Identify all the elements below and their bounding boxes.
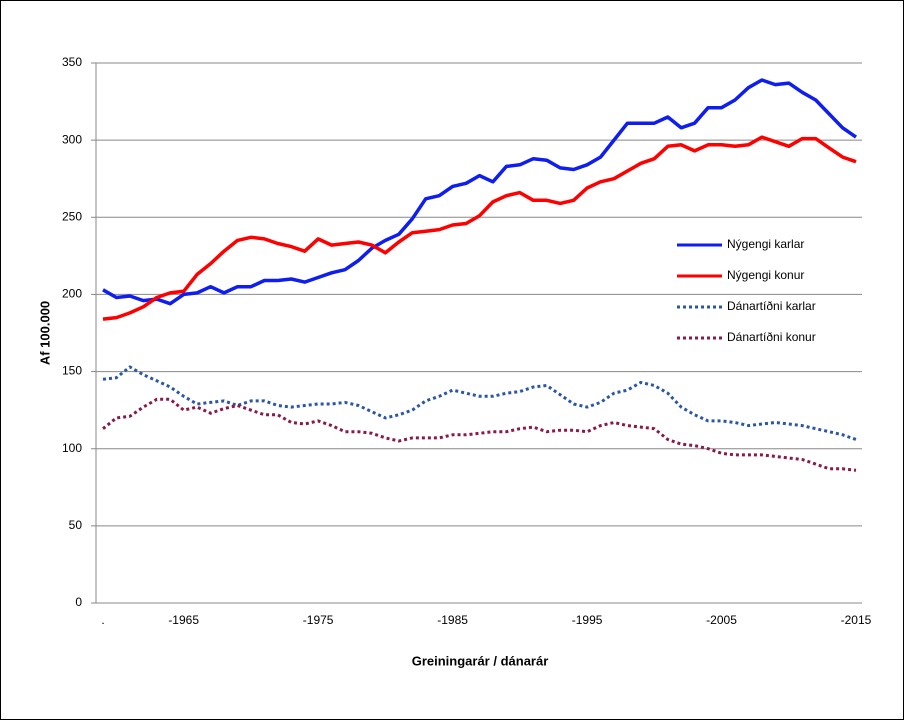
y-tick-label: 300	[62, 132, 82, 146]
x-tick-label: -2005	[706, 613, 737, 627]
series-line	[102, 135, 857, 321]
series-line	[102, 397, 857, 472]
y-tick-label: 250	[62, 209, 82, 223]
x-tick-label: -1995	[572, 613, 603, 627]
x-tick-label: -1985	[437, 613, 468, 627]
series-line	[102, 78, 857, 306]
x-tick-label: -1965	[168, 613, 199, 627]
y-tick-label: 350	[62, 55, 82, 69]
series-line	[102, 365, 857, 441]
y-tick-label: 100	[62, 441, 82, 455]
legend-label: Nýgengi konur	[727, 268, 804, 282]
legend-label: Nýgengi karlar	[727, 237, 804, 251]
y-axis-label: Af 100.000	[37, 301, 52, 365]
y-tick-label: 200	[62, 287, 82, 301]
y-tick-label: 50	[69, 518, 83, 532]
legend-label: Dánartíðni konur	[727, 330, 816, 344]
x-axis-label: Greiningarár / dánarár	[412, 653, 549, 668]
x-tick-label: .	[101, 613, 104, 627]
x-tick-label: -1975	[303, 613, 334, 627]
legend-label: Dánartíðni karlar	[727, 299, 816, 313]
y-tick-label: 0	[75, 595, 82, 609]
y-tick-label: 150	[62, 364, 82, 378]
x-tick-label: -2015	[841, 613, 872, 627]
